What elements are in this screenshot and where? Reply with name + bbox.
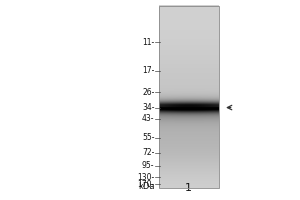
Text: 170-: 170-: [137, 180, 154, 189]
Text: 95-: 95-: [142, 161, 155, 170]
Text: 43-: 43-: [142, 114, 155, 123]
Text: 34-: 34-: [142, 103, 155, 112]
Text: 17-: 17-: [142, 66, 154, 75]
Text: 26-: 26-: [142, 88, 154, 97]
Bar: [159, 6, 219, 188]
Text: 1: 1: [185, 183, 192, 193]
Text: 130-: 130-: [137, 173, 154, 182]
Text: 11-: 11-: [142, 38, 154, 47]
Text: 55-: 55-: [142, 133, 155, 142]
Text: 72-: 72-: [142, 148, 154, 157]
Text: kDa: kDa: [138, 182, 154, 191]
